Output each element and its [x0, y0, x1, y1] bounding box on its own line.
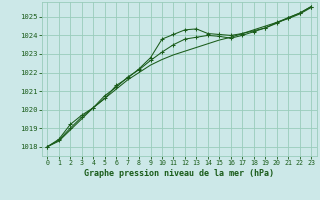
X-axis label: Graphe pression niveau de la mer (hPa): Graphe pression niveau de la mer (hPa): [84, 169, 274, 178]
